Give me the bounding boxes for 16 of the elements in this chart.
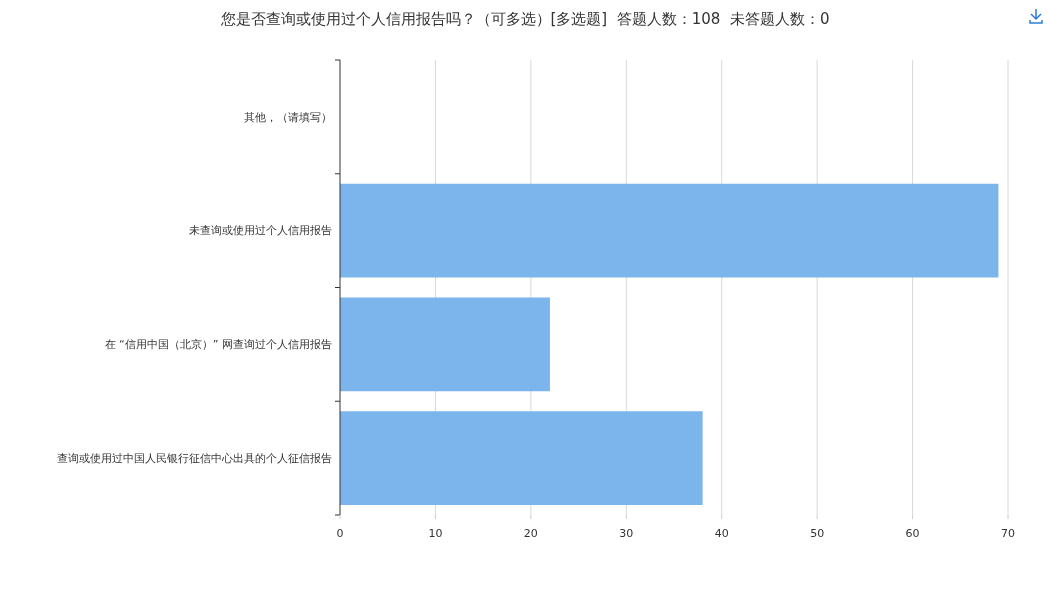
- x-tick-label: 50: [810, 527, 825, 540]
- bar: [340, 411, 703, 505]
- chart-title: 您是否查询或使用过个人信用报告吗？（可多选）[多选题] 答题人数：108 未答题人数：0: [219, 10, 830, 28]
- y-tick-label: 在 “信用中国（北京）” 网查询过个人信用报告: [104, 338, 332, 352]
- x-tick-label: 40: [714, 527, 729, 540]
- x-tick-label: 10: [428, 527, 443, 540]
- y-tick-label: 其他，（请填写）: [244, 110, 332, 124]
- x-tick-label: 30: [619, 527, 634, 540]
- bar: [340, 183, 999, 278]
- x-tick-label: 20: [523, 527, 538, 540]
- bar: [340, 297, 550, 392]
- x-tick-label: 0: [336, 527, 344, 540]
- y-tick-label: 查询或使用过中国人民银行征信中心出具的个人征信报告: [57, 451, 332, 465]
- x-tick-label: 70: [1001, 527, 1015, 540]
- x-tick-label: 60: [905, 527, 920, 540]
- y-tick-label: 未查询或使用过个人信用报告: [189, 224, 332, 238]
